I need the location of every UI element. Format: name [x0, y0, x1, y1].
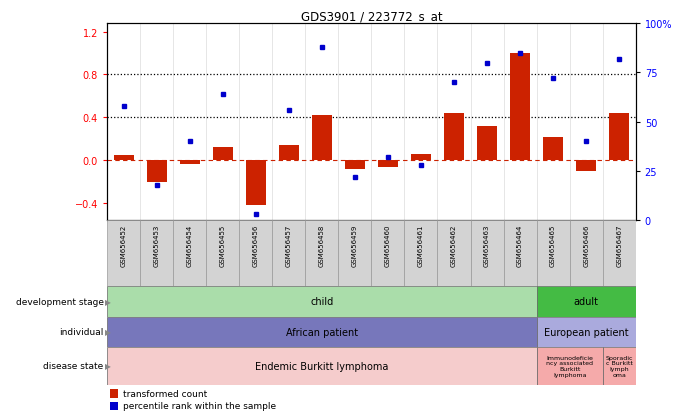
Bar: [510, 54, 530, 161]
Bar: [140, 221, 173, 287]
Text: GSM656465: GSM656465: [550, 224, 556, 266]
Bar: [603, 347, 636, 385]
Bar: [312, 116, 332, 161]
Text: GSM656464: GSM656464: [517, 224, 523, 266]
Bar: [107, 221, 140, 287]
Text: Sporadic
c Burkitt
lymph
oma: Sporadic c Burkitt lymph oma: [605, 355, 633, 377]
Text: development stage: development stage: [16, 297, 104, 306]
Text: GSM656458: GSM656458: [319, 224, 325, 266]
Bar: [537, 347, 603, 385]
Text: GSM656455: GSM656455: [220, 224, 226, 266]
Bar: [239, 221, 272, 287]
Text: GSM656456: GSM656456: [253, 224, 258, 266]
Text: individual: individual: [59, 328, 104, 336]
Bar: [107, 317, 537, 347]
Bar: [111, 389, 118, 398]
Bar: [146, 161, 167, 182]
Bar: [180, 161, 200, 165]
Text: GSM656452: GSM656452: [121, 224, 126, 266]
Text: GSM656454: GSM656454: [187, 224, 193, 266]
Bar: [537, 221, 569, 287]
Bar: [345, 161, 365, 169]
Bar: [411, 154, 431, 161]
Text: GSM656467: GSM656467: [616, 224, 622, 266]
Title: GDS3901 / 223772_s_at: GDS3901 / 223772_s_at: [301, 10, 442, 23]
Bar: [206, 221, 239, 287]
Bar: [339, 221, 372, 287]
Text: ▶: ▶: [105, 361, 111, 370]
Bar: [173, 221, 206, 287]
Bar: [107, 347, 537, 385]
Text: transformed count: transformed count: [123, 389, 207, 398]
Bar: [437, 221, 471, 287]
Text: European patient: European patient: [544, 327, 629, 337]
Bar: [372, 221, 404, 287]
Text: GSM656459: GSM656459: [352, 224, 358, 266]
Bar: [576, 161, 596, 171]
Text: Endemic Burkitt lymphoma: Endemic Burkitt lymphoma: [255, 361, 388, 371]
Bar: [114, 155, 133, 161]
Bar: [504, 221, 537, 287]
Bar: [603, 221, 636, 287]
Bar: [111, 402, 118, 410]
Bar: [569, 221, 603, 287]
Bar: [471, 221, 504, 287]
Text: African patient: African patient: [286, 327, 358, 337]
Text: percentile rank within the sample: percentile rank within the sample: [123, 401, 276, 411]
Bar: [279, 146, 299, 161]
Bar: [537, 317, 636, 347]
Text: ▶: ▶: [105, 297, 111, 306]
Text: disease state: disease state: [44, 361, 104, 370]
Bar: [609, 114, 629, 161]
Bar: [305, 221, 339, 287]
Bar: [537, 287, 636, 317]
Text: GSM656461: GSM656461: [418, 224, 424, 266]
Text: adult: adult: [574, 297, 598, 307]
Bar: [246, 161, 265, 206]
Text: GSM656466: GSM656466: [583, 224, 589, 266]
Bar: [444, 114, 464, 161]
Text: GSM656463: GSM656463: [484, 224, 490, 266]
Text: GSM656457: GSM656457: [286, 224, 292, 266]
Bar: [543, 137, 563, 161]
Text: GSM656453: GSM656453: [153, 224, 160, 266]
Text: Immunodeficie
ncy associated
Burkitt
lymphoma: Immunodeficie ncy associated Burkitt lym…: [546, 355, 593, 377]
Text: GSM656460: GSM656460: [385, 224, 391, 266]
Bar: [404, 221, 437, 287]
Bar: [378, 161, 398, 167]
Text: GSM656462: GSM656462: [451, 224, 457, 266]
Bar: [477, 126, 497, 161]
Bar: [107, 287, 537, 317]
Text: child: child: [310, 297, 334, 307]
Text: ▶: ▶: [105, 328, 111, 336]
Bar: [213, 148, 233, 161]
Bar: [272, 221, 305, 287]
